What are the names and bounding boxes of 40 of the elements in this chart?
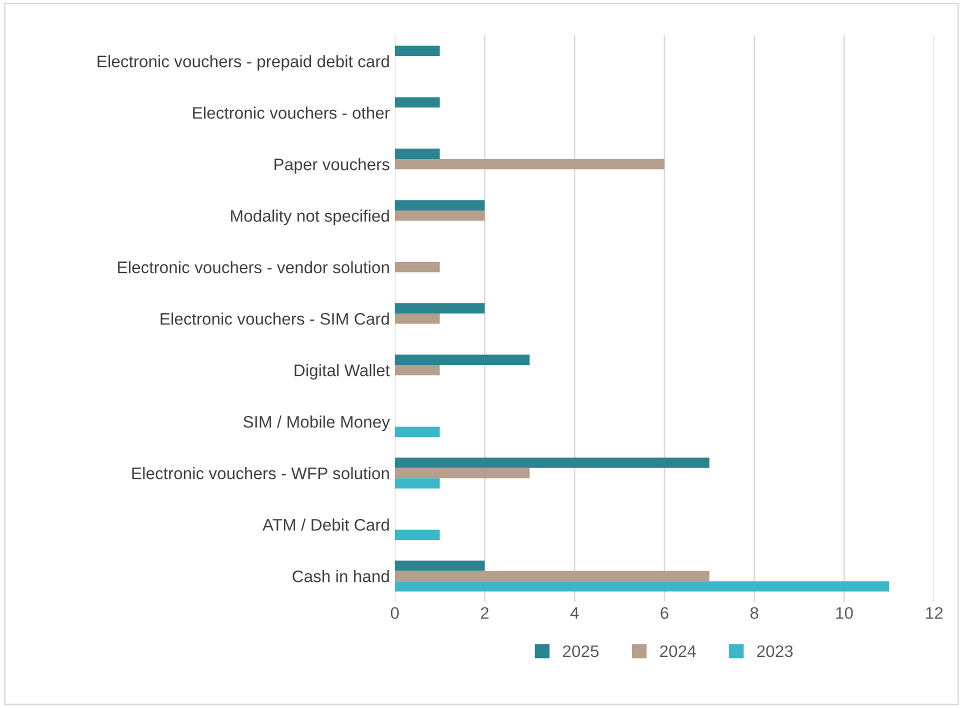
legend-label: 2025 [563,645,599,658]
bar [394,468,530,478]
legend-label: 2024 [660,645,696,658]
bar [394,581,890,592]
y-tick-label: Paper vouchers [274,158,390,174]
y-tick-label: Electronic vouchers - prepaid debit card [98,55,389,71]
bar [394,262,440,272]
bar [394,560,485,571]
x-tick-label: 4 [570,607,579,619]
bar [394,303,485,314]
y-tick-label: Digital Wallet [294,364,390,380]
bar [394,148,440,159]
y-tick-label: Electronic vouchers - vendor solution [118,261,389,274]
bar [394,313,440,324]
bar [394,97,440,108]
x-tick-label: 0 [390,607,399,619]
x-tick-label: 8 [750,607,758,619]
y-tick-label: Electronic vouchers - other [193,106,390,119]
bar [394,354,530,365]
bar [394,364,440,376]
y-tick-label: SIM / Mobile Money [243,416,390,432]
bar [394,530,440,540]
legend-label: 2023 [757,645,793,658]
bar [394,458,710,468]
bar [394,570,710,582]
y-tick-label: Modality not specified [231,210,389,226]
x-tick-label: 2 [480,607,489,619]
bar [394,46,440,56]
bar [394,200,485,210]
y-tick-label: Electronic vouchers - SIM Card [160,312,389,325]
x-tick-label: 6 [660,607,668,619]
bar [394,210,485,221]
x-tick-label: 12 [926,607,943,619]
bar [394,478,440,489]
bar [394,158,664,170]
y-tick-label: Cash in hand [292,570,389,582]
y-tick-label: Electronic vouchers - WFP solution [132,467,389,480]
y-tick-label: ATM / Debit Card [262,518,389,531]
x-tick-label: 10 [836,607,853,619]
bar [394,426,440,438]
